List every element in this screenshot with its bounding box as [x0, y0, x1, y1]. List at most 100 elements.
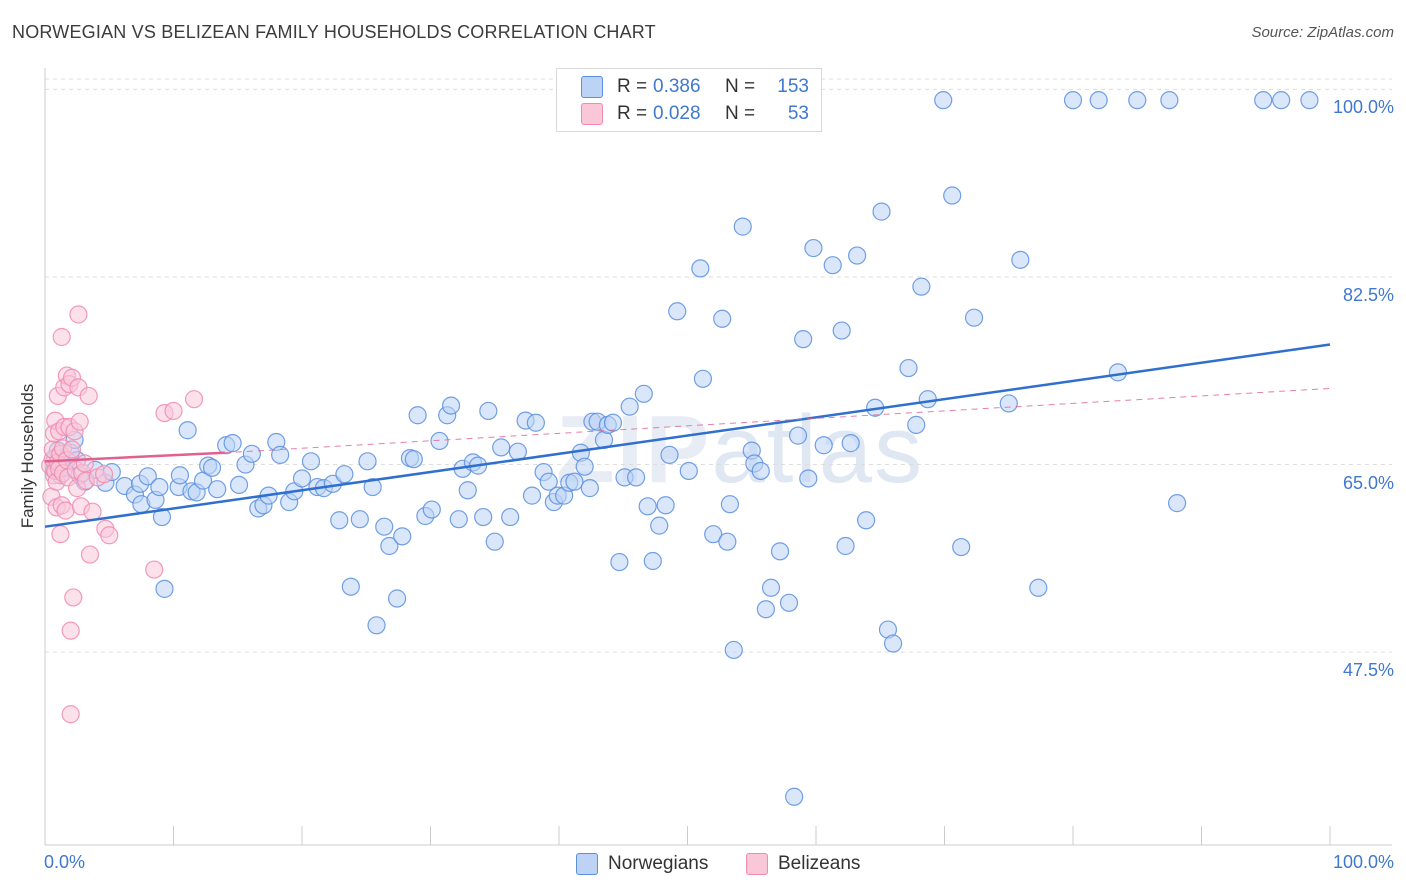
data-point-norwegian [650, 516, 669, 535]
data-point-norwegian [912, 277, 931, 296]
data-point-norwegian [660, 445, 679, 464]
data-point-norwegian [358, 452, 377, 471]
data-point-belizean [80, 545, 100, 564]
data-point-norwegian [1160, 91, 1179, 110]
y-tick-label: 100.0% [1332, 97, 1394, 118]
data-point-norwegian [638, 497, 657, 516]
bottom-legend-belizeans[interactable]: Belizeans [746, 852, 860, 876]
data-point-norwegian [565, 472, 584, 491]
data-point-norwegian [458, 481, 477, 500]
data-point-norwegian [724, 640, 743, 660]
legend-r-value: 0.386 [653, 76, 701, 97]
data-point-norwegian [656, 496, 675, 515]
data-point-norwegian [393, 527, 412, 546]
data-point-norwegian [626, 468, 646, 487]
data-point-norwegian [832, 321, 851, 340]
data-point-belizean [184, 390, 204, 409]
legend-swatch-pink [581, 103, 603, 125]
data-point-norwegian [841, 434, 860, 453]
data-point-norwegian [539, 472, 558, 491]
data-point-norwegian [836, 536, 855, 556]
y-axis-label: Family Households [18, 383, 37, 529]
data-point-norwegian [1272, 91, 1291, 110]
data-point-norwegian [704, 525, 723, 544]
data-point-norwegian [679, 461, 698, 481]
data-point-norwegian [718, 532, 737, 551]
data-point-norwegian [1108, 363, 1128, 382]
data-point-norwegian [643, 551, 662, 571]
data-point-norwegian [223, 434, 242, 453]
data-point-norwegian [350, 510, 369, 529]
data-point-norwegian [155, 579, 174, 598]
chart-title: NORWEGIAN VS BELIZEAN FAMILY HOUSEHOLDS … [12, 22, 656, 42]
data-point-norwegian [668, 302, 687, 321]
y-tick-label: 82.5% [1342, 284, 1394, 305]
data-point-norwegian [964, 308, 984, 327]
data-point-belizean [100, 526, 119, 545]
data-point-norwegian [367, 616, 386, 635]
legend-label-belizeans: Belizeans [778, 853, 861, 874]
data-point-norwegian [804, 238, 823, 258]
data-point-belizean [79, 386, 98, 406]
y-tick-label: 65.0% [1342, 472, 1394, 493]
data-point-belizean [61, 705, 80, 724]
bottom-legend-norwegians[interactable]: Norwegians [576, 852, 708, 876]
data-point-norwegian [857, 511, 876, 530]
data-point-norwegian [387, 589, 407, 608]
data-point-norwegian [1063, 91, 1083, 110]
data-point-norwegian [485, 532, 504, 551]
data-point-norwegian [720, 495, 740, 514]
data-point-norwegian [138, 467, 157, 486]
data-point-norwegian [761, 578, 781, 597]
series-belizeans [41, 305, 204, 724]
data-point-belizean [51, 525, 70, 544]
data-point-norwegian [492, 438, 511, 457]
data-point-norwegian [934, 91, 953, 110]
data-point-norwegian [301, 452, 321, 471]
legend-row-norwegians: R = 0.386 N = 153 [581, 74, 809, 100]
legend-swatch-pink [746, 853, 768, 875]
legend-n-label: N = [725, 103, 756, 124]
legend-r-value: 0.028 [653, 103, 701, 124]
data-point-norwegian [178, 421, 197, 440]
data-point-norwegian [918, 390, 937, 409]
legend-swatch-blue [581, 76, 603, 98]
trend-lines [44, 343, 1331, 528]
data-point-norwegian [501, 507, 520, 527]
data-point-norwegian [229, 475, 249, 495]
data-point-norwegian [150, 477, 169, 497]
data-point-norwegian [779, 593, 799, 612]
data-point-norwegian [814, 436, 833, 455]
trend-line-norwegians [44, 343, 1331, 528]
data-point-norwegian [242, 444, 261, 463]
data-point-norwegian [1167, 494, 1187, 513]
trend-line-belizeans [44, 451, 225, 463]
data-point-belizean [64, 588, 83, 607]
legend-swatch-blue [576, 853, 598, 875]
data-point-norwegian [883, 634, 903, 653]
data-point-norwegian [441, 396, 461, 415]
data-point-norwegian [208, 480, 227, 499]
data-point-norwegian [1089, 91, 1108, 110]
data-point-belizean [62, 440, 82, 459]
data-point-norwegian [693, 369, 713, 388]
data-point-norwegian [1254, 91, 1273, 110]
data-point-norwegian [823, 256, 842, 275]
data-point-norwegian [999, 394, 1018, 413]
data-point-norwegian [474, 507, 493, 527]
data-point-norwegian [733, 217, 752, 236]
data-point-norwegian [479, 401, 498, 421]
legend-n-value: 153 [777, 76, 809, 97]
x-tick-right: 100.0% [1332, 852, 1394, 872]
data-point-norwegian [170, 466, 190, 485]
data-point-norwegian [1128, 91, 1147, 110]
trend-line-belizeans-dashed [224, 387, 1331, 454]
series-norwegians [44, 91, 1319, 806]
data-point-norwegian [872, 202, 891, 221]
data-point-norwegian [422, 500, 441, 519]
data-point-norwegian [341, 577, 360, 596]
data-point-norwegian [408, 406, 427, 425]
data-point-norwegian [292, 469, 312, 488]
data-point-norwegian [799, 469, 818, 488]
